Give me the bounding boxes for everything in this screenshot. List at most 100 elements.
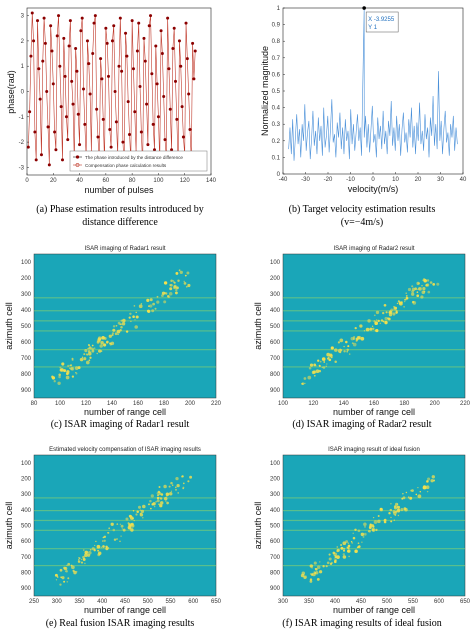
phase-point (96, 135, 100, 139)
isar-scatter (160, 493, 164, 496)
phase-point (188, 127, 192, 131)
isar-scatter (318, 369, 322, 373)
phase-point (106, 74, 110, 78)
isar-scatter (328, 557, 332, 561)
isar-scatter (105, 547, 109, 551)
x-tick-label: 250 (29, 599, 40, 605)
isar-scatter (369, 327, 373, 331)
isar-scatter (396, 503, 399, 505)
isar-scatter (318, 364, 321, 367)
isar-scatter (404, 300, 406, 303)
isar-scatter (120, 535, 122, 537)
isar-scatter (372, 525, 375, 528)
isar-scatter (183, 282, 187, 285)
isar-scatter (410, 489, 413, 492)
isar-stripe (34, 519, 216, 522)
y-tick-label: 900 (270, 586, 281, 592)
isar-scatter (388, 512, 391, 515)
isar-scatter (187, 480, 190, 483)
isar-scatter (156, 496, 160, 500)
y-tick-label: 300 (270, 492, 281, 498)
isar-scatter (59, 583, 62, 586)
x-tick-label: 140 (339, 401, 350, 407)
isar-scatter (91, 547, 95, 551)
x-tick-label: 140 (107, 401, 118, 407)
isar-scatter (425, 485, 430, 490)
isar-scatter (373, 520, 378, 524)
phase-point (150, 72, 154, 76)
isar-scatter (397, 300, 400, 303)
phase-point (109, 145, 113, 149)
isar-scatter (392, 510, 396, 514)
isar-scatter (175, 488, 177, 491)
x-tick-label: 550 (408, 599, 419, 605)
isar-scatter (131, 517, 135, 520)
legend-label-1: The phase introduced by the distance dif… (85, 155, 183, 160)
isar-scatter (347, 542, 350, 544)
phase-point (76, 112, 80, 116)
isar-scatter (326, 561, 330, 565)
phase-point (63, 74, 67, 78)
isar-scatter (430, 479, 434, 483)
y-tick-label: 3 (21, 14, 25, 20)
phase-point (117, 64, 121, 68)
isar-scatter (132, 509, 135, 512)
isar-scatter (112, 328, 116, 332)
x-tick-label: 80 (129, 178, 136, 184)
x-tick-label: 650 (460, 599, 471, 605)
phase-point (121, 140, 125, 144)
phase-point (143, 59, 147, 63)
legend-box (69, 150, 208, 172)
isar-scatter (375, 329, 379, 333)
isar-scatter (168, 492, 173, 496)
isar-x-axis-label: number of range cell (333, 407, 415, 417)
phase-point (130, 19, 134, 23)
x-tick-label: 120 (180, 178, 191, 184)
phase-point (137, 21, 141, 25)
x-tick-label: 20 (415, 177, 422, 183)
isar-scatter (347, 549, 351, 553)
x-tick-label: 400 (330, 599, 341, 605)
phase-point (156, 115, 160, 119)
isar-scatter (348, 353, 351, 355)
isar-scatter (111, 332, 115, 335)
isar-scatter (175, 288, 178, 292)
isar-stripe (34, 548, 216, 550)
phase-point (92, 21, 96, 25)
isar-scatter (374, 321, 379, 326)
phase-point (57, 14, 61, 18)
isar-scatter (80, 558, 83, 561)
y-tick-label: 100 (270, 461, 281, 467)
isar-scatter (367, 530, 370, 533)
isar-scatter (352, 337, 356, 341)
isar-scatter (411, 489, 414, 492)
phase-point (151, 122, 155, 126)
phase-point (171, 46, 175, 50)
isar-stripe (283, 548, 465, 550)
caption-a-line2: distance difference (82, 217, 158, 228)
isar-scatter (436, 282, 440, 286)
isar-scatter (357, 542, 360, 545)
caption-a-line1: (a) Phase estimation results introduced … (36, 204, 204, 215)
isar-scatter (397, 514, 400, 517)
isar-scatter (159, 501, 164, 505)
phase-point (36, 19, 40, 23)
y-tick-label: 300 (21, 292, 32, 298)
isar-scatter (379, 322, 382, 325)
isar-scatter (407, 497, 410, 499)
isar-scatter (177, 279, 180, 283)
isar-scatter (142, 504, 146, 509)
phase-point (166, 16, 170, 20)
isar-scatter (359, 324, 363, 328)
phase-point (146, 143, 150, 147)
isar-panel-c: ISAR imaging of Radar1 result 80 100 120 140… (4, 246, 222, 417)
isar-scatter (315, 369, 320, 374)
y-tick-label: 600 (21, 340, 32, 346)
isar-scatter (422, 486, 426, 490)
phase-point (49, 24, 53, 28)
y-tick-label: 0 (277, 172, 281, 178)
velocity-plot-frame (282, 7, 464, 175)
isar-scatter (403, 306, 405, 308)
isar-scatter (65, 375, 70, 380)
